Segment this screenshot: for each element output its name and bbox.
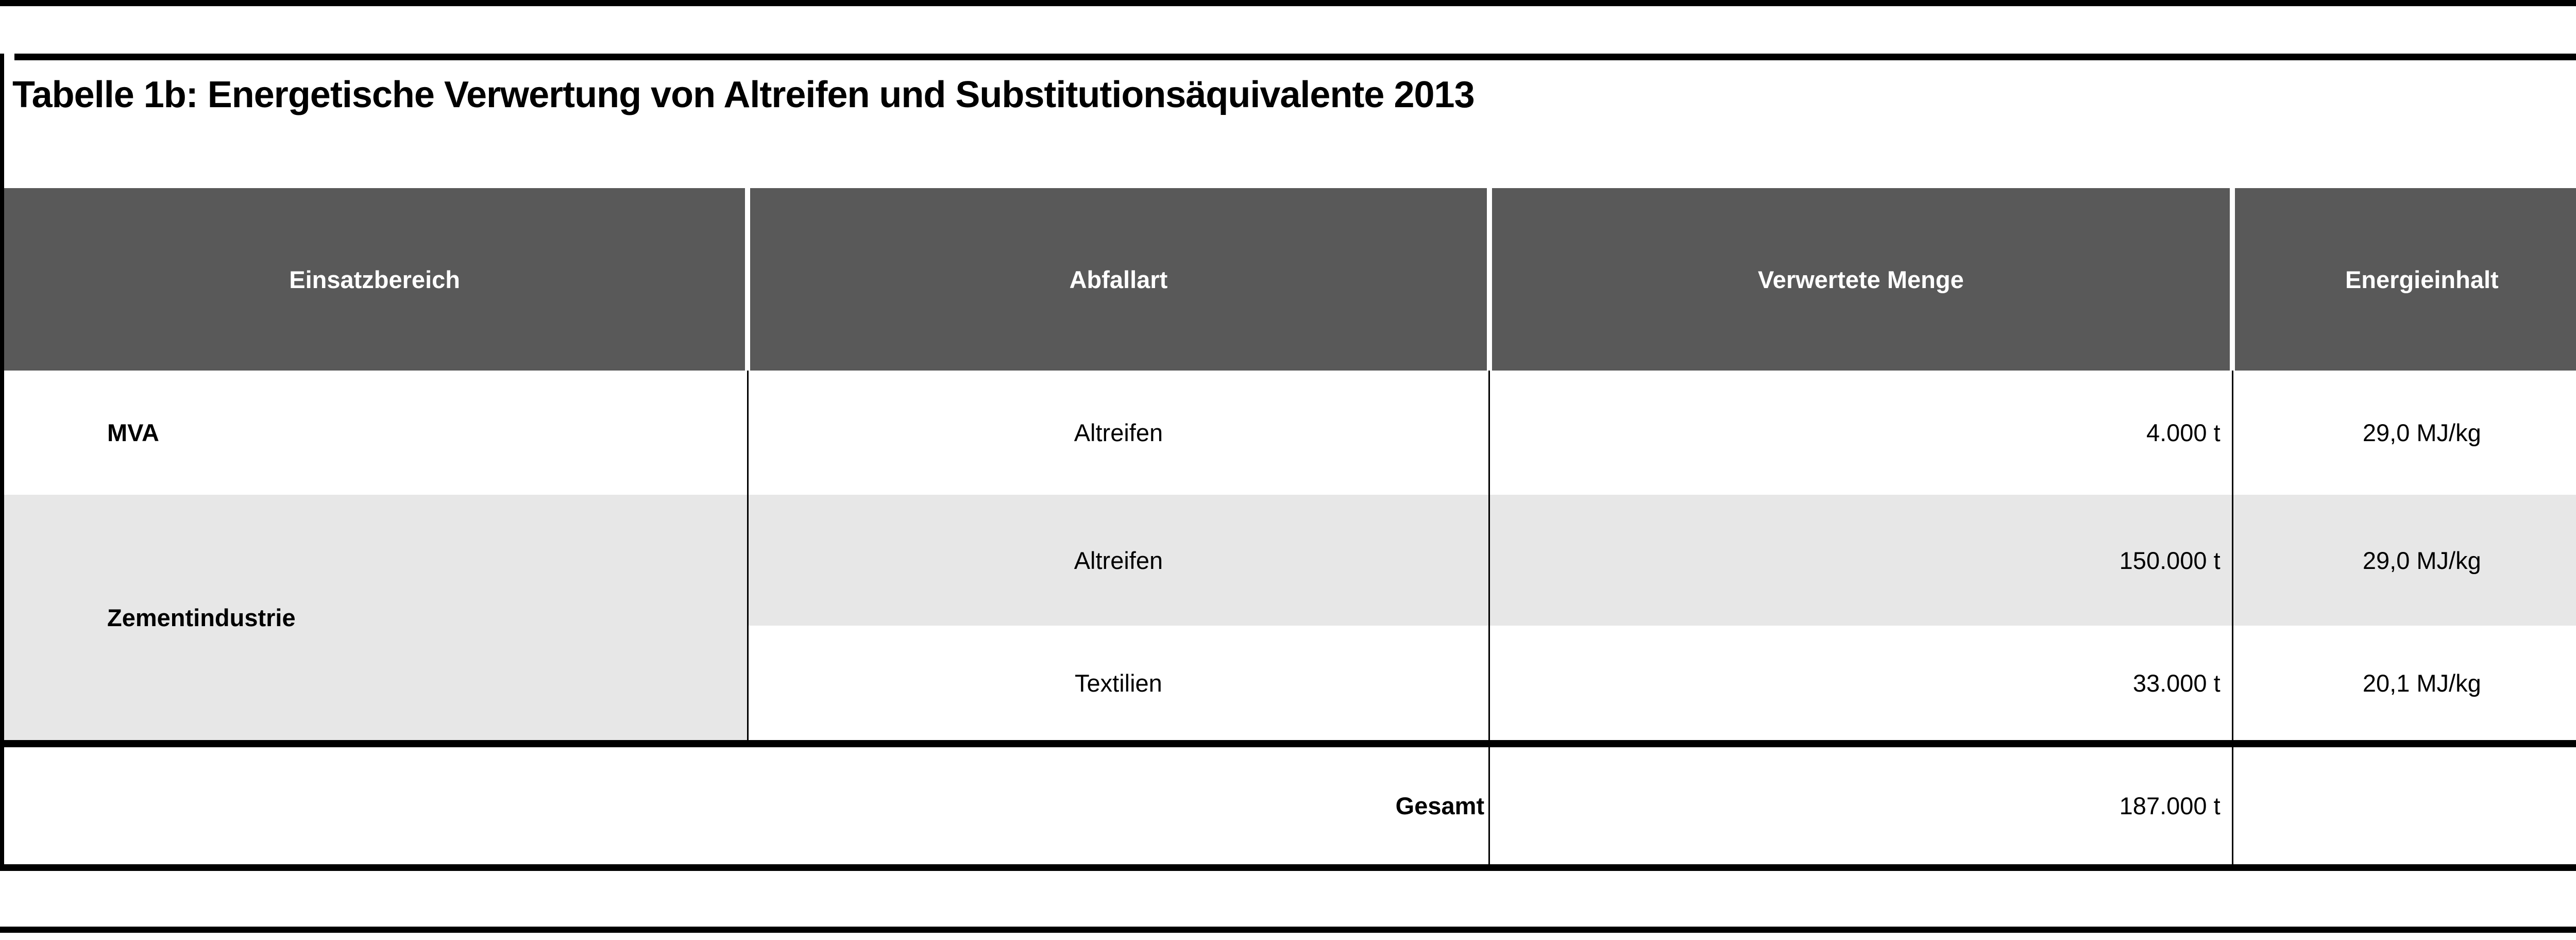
col-header-abfallart: Abfallart	[748, 188, 1492, 371]
col-header-verwertete-menge: Verwertete Menge	[1489, 188, 2235, 371]
title-top-rule	[14, 54, 2576, 60]
cell-energy: 29,0 MJ/kg	[2232, 495, 2576, 626]
bottom-black-bar	[0, 927, 2576, 933]
table-row-zementindustrie-altreifen: Zementindustrie Altreifen 150.000 t 29,0…	[4, 495, 2576, 744]
table-upper-frame: Tabelle 1b: Energetische Verwertung von …	[0, 54, 2576, 864]
table-row-gesamt: Gesamt 187.000 t	[4, 740, 2576, 864]
cell-energy: 20,1 MJ/kg	[2232, 626, 2576, 744]
table-row-mva: MVA Altreifen 4.000 t 29,0 MJ/kg Strom +…	[4, 371, 2576, 495]
top-black-bar	[0, 0, 2576, 6]
page-title: Tabelle 1b: Energetische Verwertung von …	[12, 74, 1475, 115]
cell-total-amount: 187.000 t	[1489, 740, 2233, 864]
cell-energy: 29,0 MJ/kg	[2232, 371, 2576, 495]
cell-waste-textilien: Textilien	[748, 626, 1490, 744]
cell-area-mva: MVA	[4, 371, 749, 495]
table-bottom-rule	[0, 864, 2576, 871]
top-gap	[0, 6, 2576, 54]
header-row: Einsatzbereich Abfallart Verwertete Meng…	[4, 188, 2576, 371]
cell-amount: 4.000 t	[1489, 371, 2233, 495]
table-row-zementindustrie-textilien: Textilien 33.000 t 20,1 MJ/kg	[4, 626, 2576, 744]
cell-waste-altreifen: Altreifen	[748, 495, 1490, 626]
cell-total-energy-empty	[2232, 740, 2576, 864]
data-table: Einsatzbereich Abfallart Verwertete Meng…	[4, 188, 2576, 864]
source-row: Quelle: Umweltbundesamt, FKZ 3714 93 316…	[0, 871, 2576, 927]
cell-total-label: Gesamt	[4, 740, 1490, 864]
cell-amount: 33.000 t	[1489, 626, 2233, 744]
cell-waste-altreifen: Altreifen	[748, 371, 1490, 495]
cell-area-zementindustrie: Zementindustrie	[4, 495, 749, 744]
col-header-energieinhalt: Energieinhalt	[2232, 188, 2576, 371]
cell-amount: 150.000 t	[1489, 495, 2233, 626]
table-frame: Tabelle 1b: Energetische Verwertung von …	[0, 54, 2576, 927]
title-block: Tabelle 1b: Energetische Verwertung von …	[4, 60, 2576, 188]
col-header-einsatzbereich: Einsatzbereich	[4, 188, 751, 371]
